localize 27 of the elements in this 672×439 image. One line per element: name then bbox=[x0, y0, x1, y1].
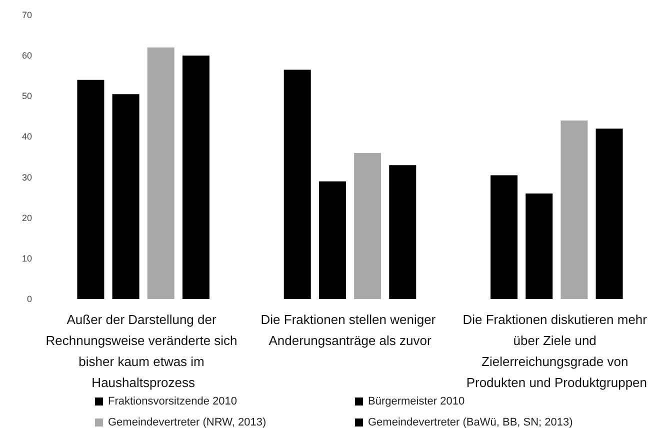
legend-label: Gemeindevertreter (NRW, 2013) bbox=[108, 416, 266, 428]
y-tick-label: 30 bbox=[22, 172, 32, 182]
x-tick-label: Außer der Darstellung der Rechnungsweise veränderte sich bisher kaum etwas im Haushaltsprozess bbox=[46, 312, 241, 390]
y-tick-label: 70 bbox=[22, 10, 32, 20]
y-tick-label: 20 bbox=[22, 212, 32, 223]
y-tick-label: 0 bbox=[26, 294, 32, 304]
bar bbox=[284, 70, 311, 299]
bar bbox=[354, 152, 382, 299]
legend-label: Bürgermeister 2010 bbox=[368, 396, 465, 408]
y-tick-label: 10 bbox=[22, 253, 32, 264]
y-tick-label: 50 bbox=[22, 91, 32, 102]
x-tick-label: Die Fraktionen diskutieren mehr über Ziele und Zielerreichungsgrade von Produkten und Produktgruppen bbox=[462, 312, 651, 390]
bar bbox=[182, 56, 210, 299]
x-tick-label: Die Fraktionen stellen weniger Anderungsanträge als zuvor bbox=[260, 312, 440, 348]
bar bbox=[596, 128, 623, 299]
legend-label: Fraktionsvorsitzende 2010 bbox=[108, 396, 238, 408]
bar bbox=[389, 165, 416, 299]
bar bbox=[112, 94, 140, 299]
bar bbox=[147, 47, 174, 299]
y-tick-label: 60 bbox=[22, 50, 32, 61]
bar bbox=[526, 194, 553, 299]
bar bbox=[490, 175, 518, 299]
bar bbox=[560, 120, 588, 299]
legend-label: Gemeindevertreter (BaWü, BB, SN; 2013) bbox=[368, 416, 573, 428]
bar bbox=[318, 181, 346, 299]
bar bbox=[77, 80, 104, 299]
y-tick-label: 40 bbox=[22, 132, 32, 142]
